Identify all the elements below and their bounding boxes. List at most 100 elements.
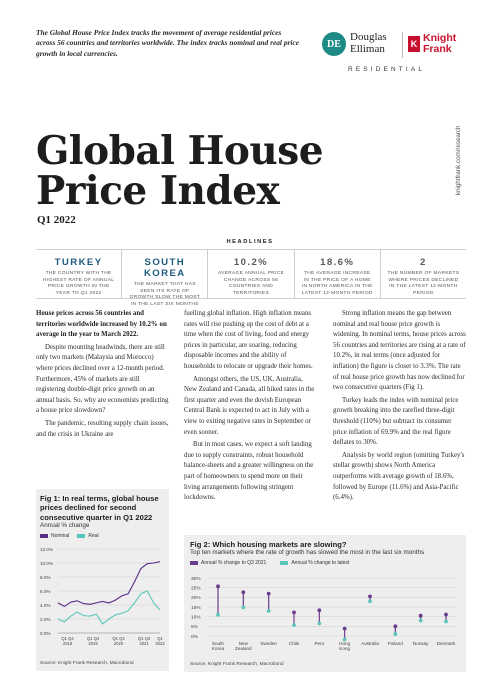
headline-south-korea: SOUTH KOREA THE MARKET THAT HAS SEEN ITS… [121, 250, 207, 307]
x-category-label: South Korea [212, 641, 225, 651]
x-category-label: Denmark [437, 641, 456, 646]
paragraph: fuelling global inflation. High inflatio… [184, 310, 313, 370]
lead-paragraph: House prices across 56 countries and ter… [36, 310, 167, 339]
legend-swatch [280, 561, 289, 566]
headline-turkey: TURKEY THE COUNTRY WITH THE HIGHEST RATE… [42, 257, 115, 296]
x-category-label: Finland [388, 641, 404, 646]
x-tick-label: Q1 Q4 2021 [138, 636, 151, 646]
headlines-label: HEADLINES [226, 239, 274, 245]
point-q3-2021 [342, 626, 347, 631]
y-tick-label: 0% [191, 634, 199, 640]
headline-declining-markets: 2 THE NUMBER OF MARKETS WHERE PRICES DEC… [379, 250, 466, 298]
point-q3-2021 [266, 591, 271, 596]
logo-divider [402, 32, 403, 58]
y-tick-label: 5% [191, 624, 199, 630]
figure-1-source: Source: Knight Frank Research, Macrobond [40, 661, 134, 666]
y-tick-label: 0.0% [40, 631, 50, 636]
figure-2-chart: 0% 5% 10% 15% 20% 25% 30% South Korea New Zealand S… [191, 576, 456, 651]
y-tick-label: 10% [191, 614, 201, 620]
paragraph: The pandemic, resulting supply chain iss… [36, 419, 169, 438]
point-q3-2021 [241, 590, 246, 595]
y-tick-label: 8.0% [40, 575, 50, 580]
logos: DE Douglas Elliman K Knight Frank RESIDE… [322, 30, 470, 78]
paragraph: Turkey leads the index with nominal pric… [333, 396, 459, 447]
y-tick-label: 15% [191, 605, 201, 611]
y-tick-label: 6.0% [40, 589, 50, 594]
y-tick-label: 30% [191, 576, 201, 582]
point-q3-2021 [216, 584, 220, 589]
x-tick-label: Q1 Q4 2018 [61, 636, 74, 646]
vertical-url[interactable]: knightfrank.com/research [455, 125, 462, 195]
figure-2-subtitle: Top ten markets where the rate of growth… [190, 549, 425, 557]
x-tick-label: Q1 Q4 2019 [87, 636, 100, 646]
intro-text: The Global House Price Index tracks the … [36, 28, 300, 58]
legend-item-q3-2021: Annual % change to Q3 2021 [190, 560, 266, 566]
figure-1-subtitle: Annual % change [40, 522, 90, 530]
y-tick-label: 25% [191, 585, 201, 591]
legend-item-real: Real [77, 533, 99, 539]
point-latest [342, 637, 347, 642]
knight-frank-logo-icon: K [408, 36, 420, 52]
figure-2-legend: Annual % change to Q3 2021 Annual % chan… [190, 560, 462, 566]
point-q3-2021 [444, 612, 448, 617]
x-category-label: Australia [361, 641, 379, 646]
point-latest [241, 605, 246, 610]
page-title: Global House Price Index [36, 128, 324, 214]
point-q3-2021 [292, 610, 296, 615]
x-tick-label: Q1 2022 [155, 636, 165, 646]
body-column-1: House prices across 56 countries and ter… [36, 309, 169, 442]
body-column-3: Strong inflation means the gap between n… [333, 309, 466, 506]
x-category-label: New Zealand [235, 641, 252, 651]
point-q3-2021 [393, 624, 398, 629]
point-latest [317, 621, 322, 626]
point-q3-2021 [418, 613, 423, 618]
y-tick-label: 2.0% [40, 617, 50, 622]
figure-2-source: Source: Knight Frank Research, Macrobond [190, 662, 284, 667]
x-category-label: Norway [413, 641, 429, 646]
figure-2: Fig 2: Which housing markets are slowing… [184, 535, 466, 672]
legend-swatch [40, 533, 48, 538]
point-latest [216, 612, 220, 617]
figure-2-title: Fig 2: Which housing markets are slowing… [190, 540, 347, 549]
paragraph: Amongst others, the US, UK, Australia, N… [184, 375, 315, 436]
figure-1-title: Fig 1: In real terms, global house price… [40, 494, 159, 522]
figure-1-chart: 0.0% 2.0% 4.0% 6.0% 8.0% 10.0% 12.0% Q1 Q4 2018 Q… [40, 547, 165, 646]
x-category-label: Sweden [260, 641, 277, 646]
point-q3-2021 [317, 608, 322, 613]
x-tick-label: Q1 Q4 2020 [112, 636, 125, 646]
residential-label: RESIDENTIAL [348, 66, 426, 73]
body-column-2: fuelling global inflation. High inflatio… [184, 309, 317, 506]
paragraph: Strong inflation means the gap between n… [333, 310, 466, 392]
headline-row: TURKEY THE COUNTRY WITH THE HIGHEST RATE… [36, 249, 466, 307]
legend-swatch [190, 561, 198, 566]
page-subtitle: Q1 2022 [37, 214, 76, 226]
point-latest [292, 623, 296, 628]
legend-item-nominal: Nominal [40, 533, 69, 539]
headline-average-change: 10.2% AVERAGE ANNUAL PRICE CHANGE ACROSS… [207, 250, 293, 298]
douglas-elliman-name: Douglas Elliman [350, 31, 387, 55]
point-latest [368, 599, 372, 604]
point-latest [418, 618, 423, 623]
knight-frank-name: Knight Frank [423, 32, 457, 55]
y-tick-label: 10.0% [40, 561, 53, 566]
y-tick-label: 4.0% [40, 603, 50, 608]
paragraph: But in most cases, we expect a soft land… [184, 441, 314, 502]
y-tick-label: 12.0% [40, 547, 53, 552]
paragraph: Despite mounting headwinds, there are st… [36, 343, 169, 415]
point-latest [393, 632, 398, 636]
x-category-label: Chile [289, 641, 300, 646]
point-latest [444, 619, 448, 624]
paragraph: Analysis by world region (omitting Turke… [333, 451, 465, 502]
figure-1: Fig 1: In real terms, global house price… [36, 489, 169, 671]
y-tick-label: 20% [191, 595, 201, 601]
series-line-nominal [57, 561, 161, 608]
point-q3-2021 [368, 594, 372, 599]
legend-swatch [77, 533, 86, 538]
x-category-label: Peru [314, 641, 324, 646]
headline-north-america: 18.6% THE AVERAGE INCREASE IN THE PRICE … [293, 250, 380, 298]
douglas-elliman-logo-icon: DE [322, 32, 346, 56]
legend-item-latest: Annual % change to latest [280, 560, 349, 566]
vertical-url-wrap: knightfrank.com/research [455, 126, 500, 202]
figure-1-legend: Nominal Real [40, 533, 165, 539]
x-category-label: Hong Kong [339, 641, 350, 651]
